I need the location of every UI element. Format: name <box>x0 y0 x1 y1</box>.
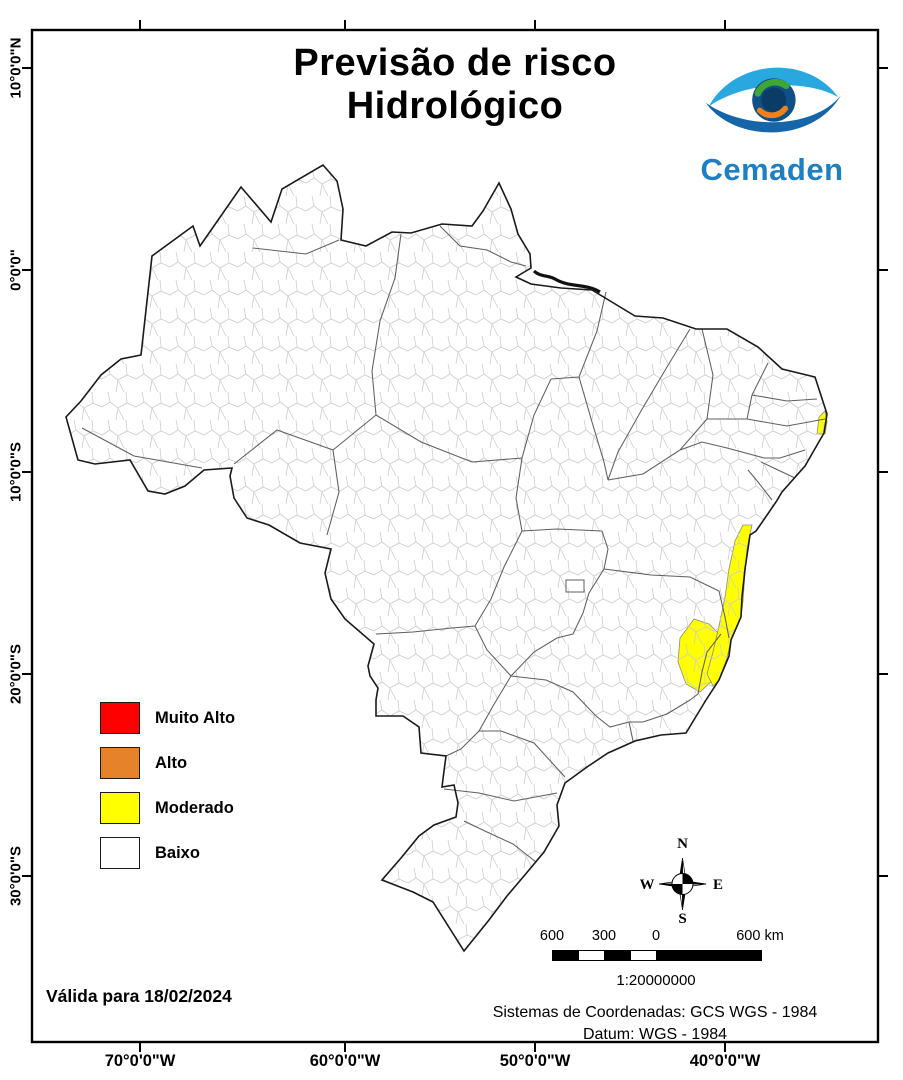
coordinate-system-line-2: Datum: WGS - 1984 <box>582 1025 728 1043</box>
scale-bar: 600 300 0 600 km 1:20000000 <box>540 928 784 992</box>
cemaden-logo: Cemaden <box>674 48 870 188</box>
legend-swatch-baixo <box>100 837 140 869</box>
legend-label-moderado: Moderado <box>155 798 234 817</box>
lon-label-70w: 70°0'0"W <box>104 1052 176 1070</box>
compass-north-label: N <box>677 836 688 852</box>
risk-legend: Muito Alto Alto Moderado Baixo <box>100 702 235 882</box>
amazon-river <box>532 269 601 294</box>
legend-item-alto: Alto <box>100 747 235 779</box>
lat-label-30s: 30°0'0"S <box>7 845 25 907</box>
title-line-1: Previsão de risco <box>293 42 617 84</box>
municipal-boundaries-texture <box>66 165 827 951</box>
scale-label-600-left: 600 <box>539 928 565 944</box>
legend-swatch-muito-alto <box>100 702 140 734</box>
compass-west-label: W <box>640 877 655 893</box>
legend-label-baixo: Baixo <box>155 843 200 862</box>
brazil-outline <box>65 163 828 953</box>
coordinate-system-line-1: Sistemas de Coordenadas: GCS WGS - 1984 <box>492 1004 818 1021</box>
validity-prefix: Válida para <box>46 986 140 1006</box>
axis-ticks <box>22 20 888 1052</box>
cemaden-wordmark: Cemaden <box>700 152 844 187</box>
scale-label-0: 0 <box>651 928 661 944</box>
distrito-federal-boundary <box>565 579 585 593</box>
legend-label-muito-alto: Muito Alto <box>155 708 236 727</box>
title-line-2: Hidrológico <box>346 84 564 127</box>
lat-label-10s: 10°0'0"S <box>7 441 25 503</box>
coordinate-system-note: Sistemas de Coordenadas: GCS WGS - 1984 … <box>420 1002 890 1045</box>
lat-label-0: 0°0'0" <box>7 249 25 291</box>
map-frame <box>30 28 880 1044</box>
scale-label-600-right: 600 km <box>736 928 784 944</box>
lat-label-10n: 10°0'0"N <box>7 37 25 99</box>
compass-south-label: S <box>678 911 686 926</box>
north-arrow-icon: N S W E <box>640 836 724 927</box>
lon-label-40w: 40°0'0"W <box>689 1052 761 1070</box>
page-title: Previsão de risco Hidrológico <box>32 42 878 127</box>
scale-ratio: 1:20000000 <box>616 972 696 989</box>
compass-east-label: E <box>713 877 723 893</box>
cemaden-eye-icon <box>705 67 842 133</box>
lat-label-20s: 20°0'0"S <box>7 643 25 705</box>
legend-item-moderado: Moderado <box>100 792 235 824</box>
validity-note: Válida para 18/02/2024 <box>46 986 232 1007</box>
legend-label-alto: Alto <box>155 753 188 772</box>
lon-label-50w: 50°0'0"W <box>499 1052 571 1070</box>
scale-bar-graphic <box>552 950 762 961</box>
validity-date: 18/02/2024 <box>144 986 232 1006</box>
compass-rose: N S W E <box>640 834 725 927</box>
legend-swatch-moderado <box>100 792 140 824</box>
state-boundaries <box>81 225 826 863</box>
legend-item-muito-alto: Muito Alto <box>100 702 235 734</box>
legend-swatch-alto <box>100 747 140 779</box>
scale-label-300: 300 <box>591 928 617 944</box>
legend-item-baixo: Baixo <box>100 837 235 869</box>
lon-label-60w: 60°0'0"W <box>309 1052 381 1070</box>
